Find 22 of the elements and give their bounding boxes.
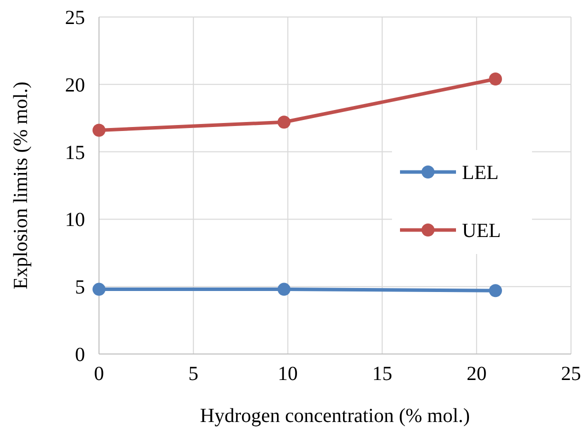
- y-axis-title: Explosion limits (% mol.): [10, 82, 32, 290]
- y-tick-label: 0: [75, 344, 85, 366]
- x-tick-label: 25: [561, 363, 581, 385]
- y-tick-label: 15: [65, 142, 85, 164]
- legend-label: UEL: [462, 220, 501, 242]
- point: [488, 72, 502, 86]
- y-tick-label: 25: [65, 7, 85, 29]
- x-tick-label: 5: [188, 363, 198, 385]
- y-tick-label: 20: [65, 74, 85, 96]
- legend-label: LEL: [462, 162, 499, 184]
- x-tick-label: 0: [94, 363, 104, 385]
- point: [92, 124, 106, 137]
- point: [488, 284, 502, 298]
- x-tick-label: 20: [466, 363, 487, 385]
- x-tick-label: 15: [372, 363, 392, 385]
- y-tick-label: 5: [75, 276, 85, 299]
- point: [92, 282, 106, 296]
- x-axis-title: Hydrogen concentration (% mol.): [200, 405, 470, 427]
- point: [278, 116, 291, 129]
- y-tick-label: 10: [65, 209, 85, 232]
- x-tick-label: 10: [278, 363, 298, 385]
- point: [278, 282, 291, 296]
